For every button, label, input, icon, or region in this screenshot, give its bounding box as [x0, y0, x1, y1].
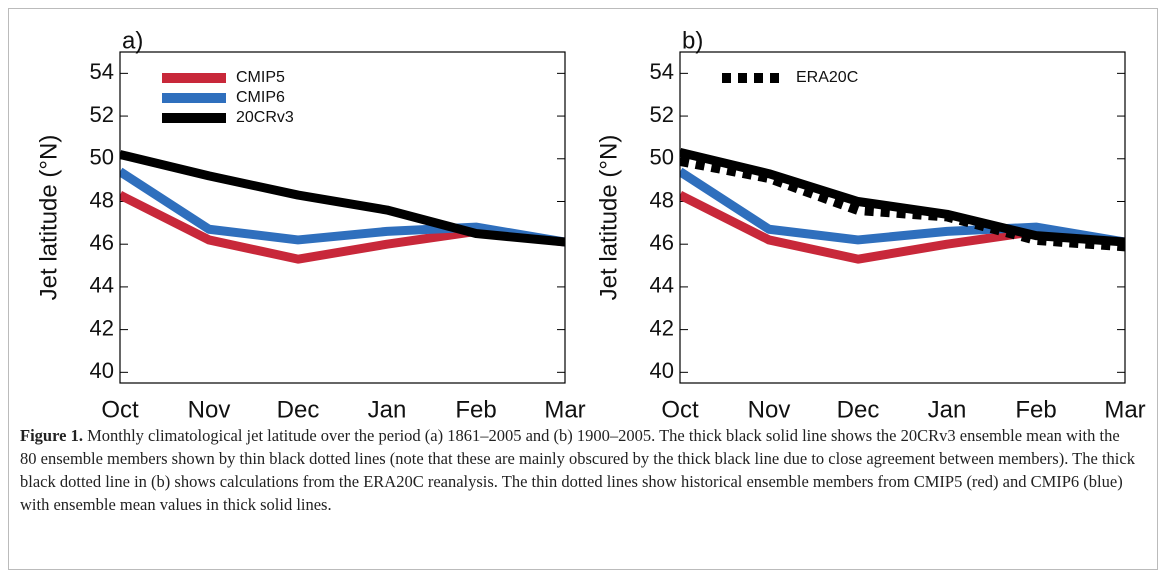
caption: Figure 1. Monthly climatological jet lat… [20, 424, 1140, 516]
chart: a) Jet latitude (°N) 40 42 44 46 48 50 52 54 Oct No… [35, 27, 585, 423]
y-tick-label: 46 [90, 230, 114, 255]
figure-frame [8, 8, 1158, 570]
y-tick-label: 50 [90, 145, 114, 170]
y-tick-label: 52 [650, 102, 674, 127]
x-tick-label: Dec [277, 396, 320, 423]
y-tick-label: 48 [90, 187, 114, 212]
y-tick-label: 50 [650, 145, 674, 170]
y-tick-label: 48 [650, 187, 674, 212]
x-tick-label: Oct [661, 396, 699, 423]
plot-frame [679, 51, 1126, 384]
x-tick-label: Mar [1104, 396, 1145, 423]
x-tick-label: Jan [928, 396, 967, 423]
y-tick-label: 54 [90, 59, 114, 84]
x-tick-label: Mar [544, 396, 585, 423]
y-axis-title: Jet latitude (°N) [35, 135, 62, 301]
legend-label: CMIP5 [236, 69, 285, 86]
y-tick-label: 42 [90, 315, 114, 340]
caption-text: Monthly climatological jet latitude over… [20, 426, 1135, 514]
y-tick-label: 42 [650, 315, 674, 340]
series-line [680, 155, 1125, 252]
x-tick-label: Feb [1015, 396, 1056, 423]
y-tick-label: 40 [90, 358, 114, 383]
chart: b) Jet latitude (°N) 40 42 44 46 48 50 52 54 Oct No… [595, 27, 1145, 423]
y-tick-label: 46 [650, 230, 674, 255]
y-tick-label: 44 [650, 273, 674, 298]
y-tick-label: 54 [650, 59, 674, 84]
legend-label: ERA20C [796, 69, 858, 86]
x-tick-label: Nov [748, 396, 791, 423]
x-tick-label: Nov [188, 396, 231, 423]
legend-label: CMIP6 [236, 89, 285, 106]
y-axis-title: Jet latitude (°N) [595, 135, 622, 301]
legend-label: 20CRv3 [236, 109, 294, 126]
caption-label: Figure 1. [20, 426, 83, 445]
series-line [680, 147, 1125, 247]
series-line [120, 167, 565, 247]
y-tick-label: 44 [90, 273, 114, 298]
x-tick-label: Feb [455, 396, 496, 423]
x-tick-label: Jan [368, 396, 407, 423]
y-tick-label: 40 [650, 358, 674, 383]
x-tick-label: Oct [101, 396, 139, 423]
panel-label: a) [122, 27, 143, 54]
y-tick-label: 52 [90, 102, 114, 127]
plot-frame [119, 51, 566, 384]
charts: a) Jet latitude (°N) 40 42 44 46 48 50 52 54 Oct No… [35, 27, 1145, 423]
panel-label: b) [682, 27, 703, 54]
series-line [680, 167, 1125, 247]
series-line [120, 150, 565, 247]
x-tick-label: Dec [837, 396, 880, 423]
